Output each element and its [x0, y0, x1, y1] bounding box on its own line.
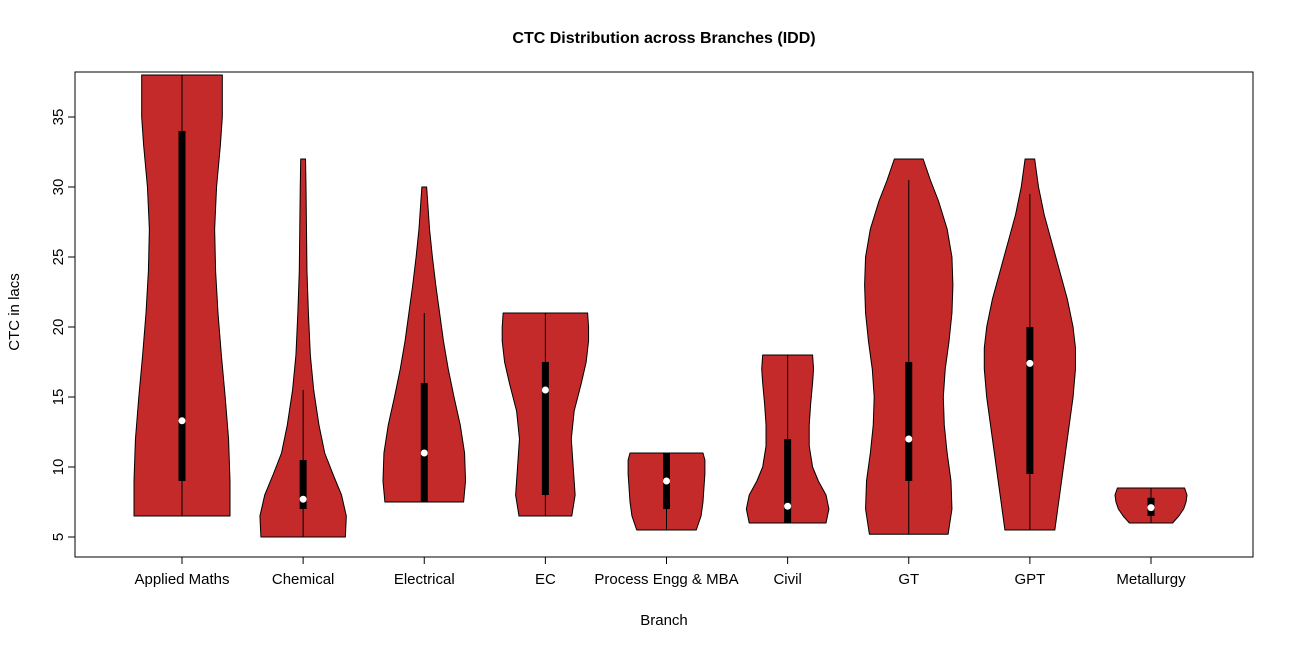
x-tick-label-chemical: Chemical: [272, 571, 335, 588]
x-tick-label-civil: Civil: [773, 571, 801, 588]
median-dot-civil: [784, 502, 792, 510]
y-tick-label: 10: [50, 459, 67, 476]
plot-border: [74, 71, 1254, 558]
iqr-box-chemical: [299, 460, 307, 509]
median-dot-gpt: [1026, 359, 1034, 367]
median-dot-chemical: [299, 495, 307, 503]
iqr-box-gt: [905, 362, 913, 481]
x-tick-label-gpt: GPT: [1014, 571, 1045, 588]
y-tick-label: 15: [50, 389, 67, 406]
x-tick-label-electrical: Electrical: [394, 571, 455, 588]
iqr-box-applied-maths: [178, 131, 186, 481]
x-tick-label-ec: EC: [535, 571, 556, 588]
iqr-box-ec: [541, 362, 549, 495]
median-dot-ec: [541, 386, 549, 394]
y-tick-label: 25: [50, 249, 67, 266]
x-axis-label: Branch: [640, 612, 688, 629]
y-tick-label: 35: [50, 109, 67, 126]
y-tick-label: 20: [50, 319, 67, 336]
x-tick-label-process-engg-mba: Process Engg & MBA: [594, 571, 738, 588]
iqr-box-civil: [784, 439, 792, 523]
iqr-box-gpt: [1026, 327, 1034, 474]
y-tick-label: 30: [50, 179, 67, 196]
median-dot-process-engg-mba: [663, 477, 670, 485]
median-dot-electrical: [420, 449, 428, 457]
iqr-box-electrical: [420, 383, 428, 502]
x-tick-label-gt: GT: [898, 571, 919, 588]
violin-chemical: [259, 158, 347, 538]
median-dot-gt: [905, 435, 913, 443]
y-tick-label: 5: [50, 533, 67, 541]
x-tick-label-metallurgy: Metallurgy: [1116, 571, 1186, 588]
median-dot-metallurgy: [1147, 504, 1155, 512]
x-tick-label-applied-maths: Applied Maths: [134, 571, 229, 588]
median-dot-applied-maths: [178, 417, 186, 425]
chart-title: CTC Distribution across Branches (IDD): [512, 30, 816, 47]
